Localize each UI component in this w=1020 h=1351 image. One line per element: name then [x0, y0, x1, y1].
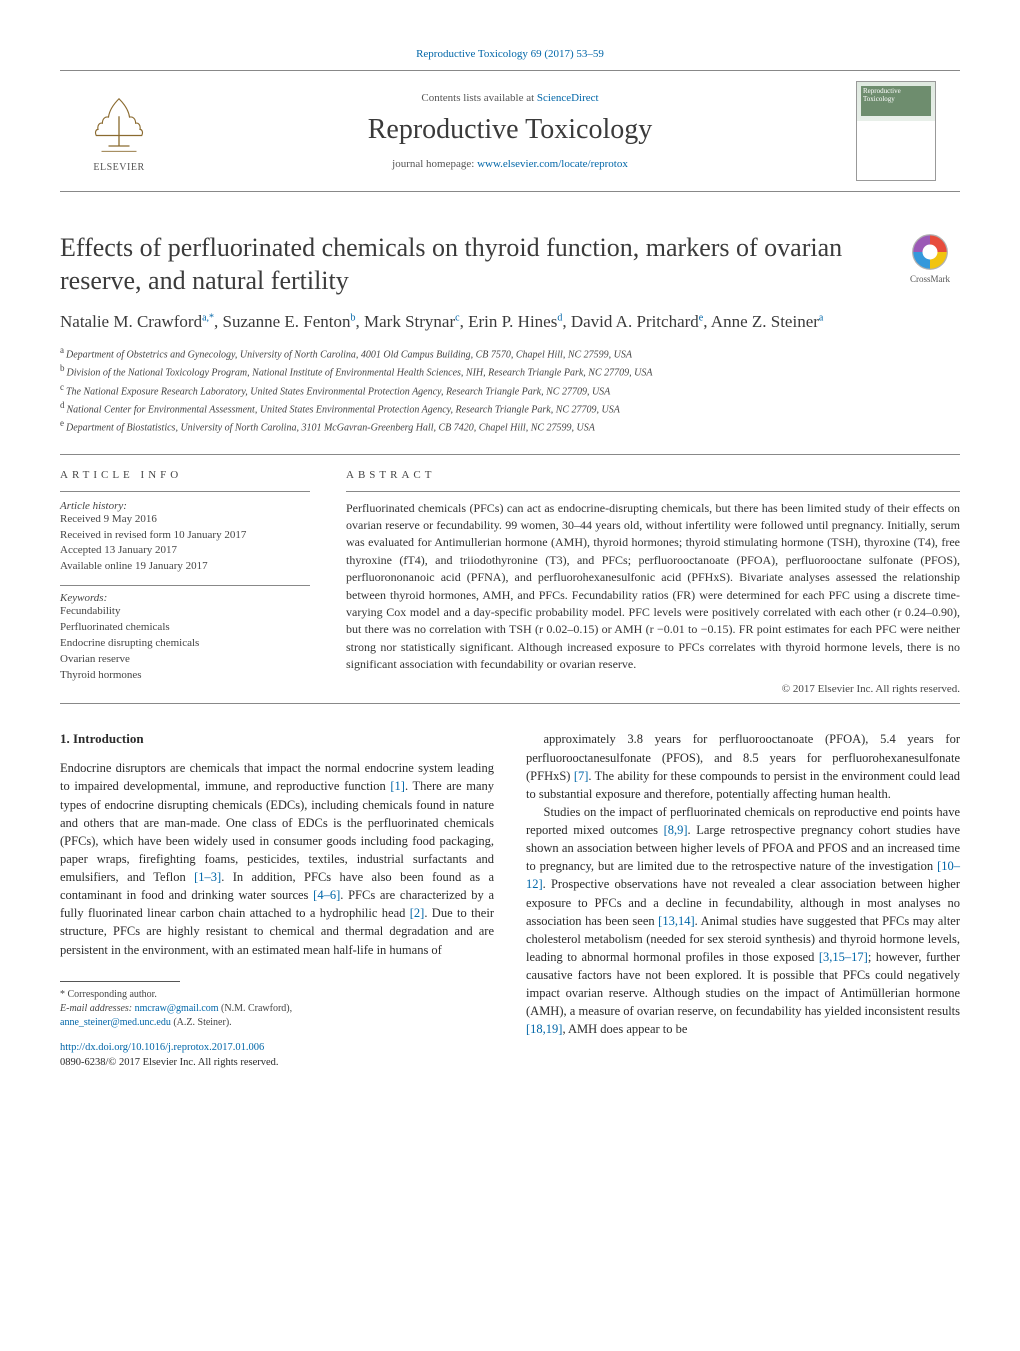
divider: [346, 491, 960, 492]
publisher-block: ELSEVIER: [74, 90, 164, 173]
affiliations-list: aDepartment of Obstetrics and Gynecology…: [60, 344, 960, 436]
contents-prefix: Contents lists available at: [421, 92, 536, 104]
citation-ref[interactable]: [2]: [410, 906, 425, 920]
body-paragraph: Studies on the impact of perfluorinated …: [526, 803, 960, 1039]
citation-ref[interactable]: [7]: [574, 769, 589, 783]
email-link-2[interactable]: anne_steiner@med.unc.edu: [60, 1017, 171, 1028]
body-columns: 1. Introduction Endocrine disruptors are…: [60, 730, 960, 1070]
sciencedirect-link[interactable]: ScienceDirect: [537, 92, 599, 104]
masthead-center: Contents lists available at ScienceDirec…: [164, 92, 856, 170]
journal-cover-icon: Reproductive Toxicology: [856, 81, 936, 181]
elsevier-tree-icon: [84, 90, 154, 160]
doi-link[interactable]: http://dx.doi.org/10.1016/j.reprotox.201…: [60, 1042, 264, 1053]
homepage-line: journal homepage: www.elsevier.com/locat…: [164, 158, 856, 170]
body-paragraph: approximately 3.8 years for perfluorooct…: [526, 730, 960, 803]
journal-name: Reproductive Toxicology: [164, 114, 856, 146]
footnote-rule: [60, 981, 180, 982]
body-paragraph: Endocrine disruptors are chemicals that …: [60, 759, 494, 958]
divider: [60, 703, 960, 704]
citation-ref[interactable]: [8,9]: [664, 823, 688, 837]
crossmark-icon: [910, 232, 950, 272]
article-info-column: article info Article history: Received 9…: [60, 469, 310, 696]
crossmark-badge[interactable]: CrossMark: [900, 232, 960, 284]
citation-ref[interactable]: [4–6]: [313, 888, 340, 902]
abstract-heading: abstract: [346, 469, 960, 481]
keywords-label: Keywords:: [60, 592, 310, 604]
citation-ref[interactable]: [13,14]: [658, 914, 694, 928]
email-label: E-mail addresses:: [60, 1003, 135, 1014]
article-title: Effects of perfluorinated chemicals on t…: [60, 232, 900, 297]
citation-ref[interactable]: [1]: [390, 779, 405, 793]
info-abstract-row: article info Article history: Received 9…: [60, 469, 960, 696]
corresponding-footnote: * Corresponding author.: [60, 988, 494, 1002]
email-who-2: (A.Z. Steiner).: [171, 1017, 232, 1028]
section-heading-intro: 1. Introduction: [60, 730, 494, 749]
cover-thumb-title: Reproductive Toxicology: [863, 88, 929, 103]
homepage-prefix: journal homepage:: [392, 158, 477, 170]
email-who-1: (N.M. Crawford),: [219, 1003, 293, 1014]
crossmark-label: CrossMark: [900, 274, 960, 284]
citation-ref[interactable]: [10–12]: [526, 859, 960, 891]
divider: [60, 491, 310, 492]
contents-line: Contents lists available at ScienceDirec…: [164, 92, 856, 104]
email-link-1[interactable]: nmcraw@gmail.com: [135, 1003, 219, 1014]
citation-ref[interactable]: [1–3]: [194, 870, 221, 884]
history-list: Received 9 May 2016Received in revised f…: [60, 512, 310, 576]
doi-block: http://dx.doi.org/10.1016/j.reprotox.201…: [60, 1040, 494, 1070]
journal-homepage-link[interactable]: www.elsevier.com/locate/reprotox: [477, 158, 628, 170]
article-page: Reproductive Toxicology 69 (2017) 53–59 …: [0, 0, 1020, 1110]
journal-masthead: ELSEVIER Contents lists available at Sci…: [60, 70, 960, 192]
running-header: Reproductive Toxicology 69 (2017) 53–59: [60, 48, 960, 60]
keywords-list: FecundabilityPerfluorinated chemicalsEnd…: [60, 604, 310, 684]
author-list: Natalie M. Crawforda,*, Suzanne E. Fento…: [60, 311, 960, 334]
cover-thumb-block: Reproductive Toxicology: [856, 81, 946, 181]
abstract-column: abstract Perfluorinated chemicals (PFCs)…: [346, 469, 960, 696]
history-label: Article history:: [60, 500, 310, 512]
citation-ref[interactable]: [3,15–17]: [819, 950, 868, 964]
publisher-label: ELSEVIER: [93, 162, 144, 173]
article-info-heading: article info: [60, 469, 310, 481]
issn-line: 0890-6238/© 2017 Elsevier Inc. All right…: [60, 1057, 279, 1068]
abstract-text: Perfluorinated chemicals (PFCs) can act …: [346, 500, 960, 674]
abstract-copyright: © 2017 Elsevier Inc. All rights reserved…: [346, 683, 960, 695]
citation-link[interactable]: Reproductive Toxicology 69 (2017) 53–59: [416, 48, 604, 60]
article-head: Effects of perfluorinated chemicals on t…: [60, 232, 960, 297]
divider: [60, 454, 960, 455]
email-footnote: E-mail addresses: nmcraw@gmail.com (N.M.…: [60, 1002, 494, 1030]
divider: [60, 585, 310, 586]
citation-ref[interactable]: [18,19]: [526, 1022, 562, 1036]
